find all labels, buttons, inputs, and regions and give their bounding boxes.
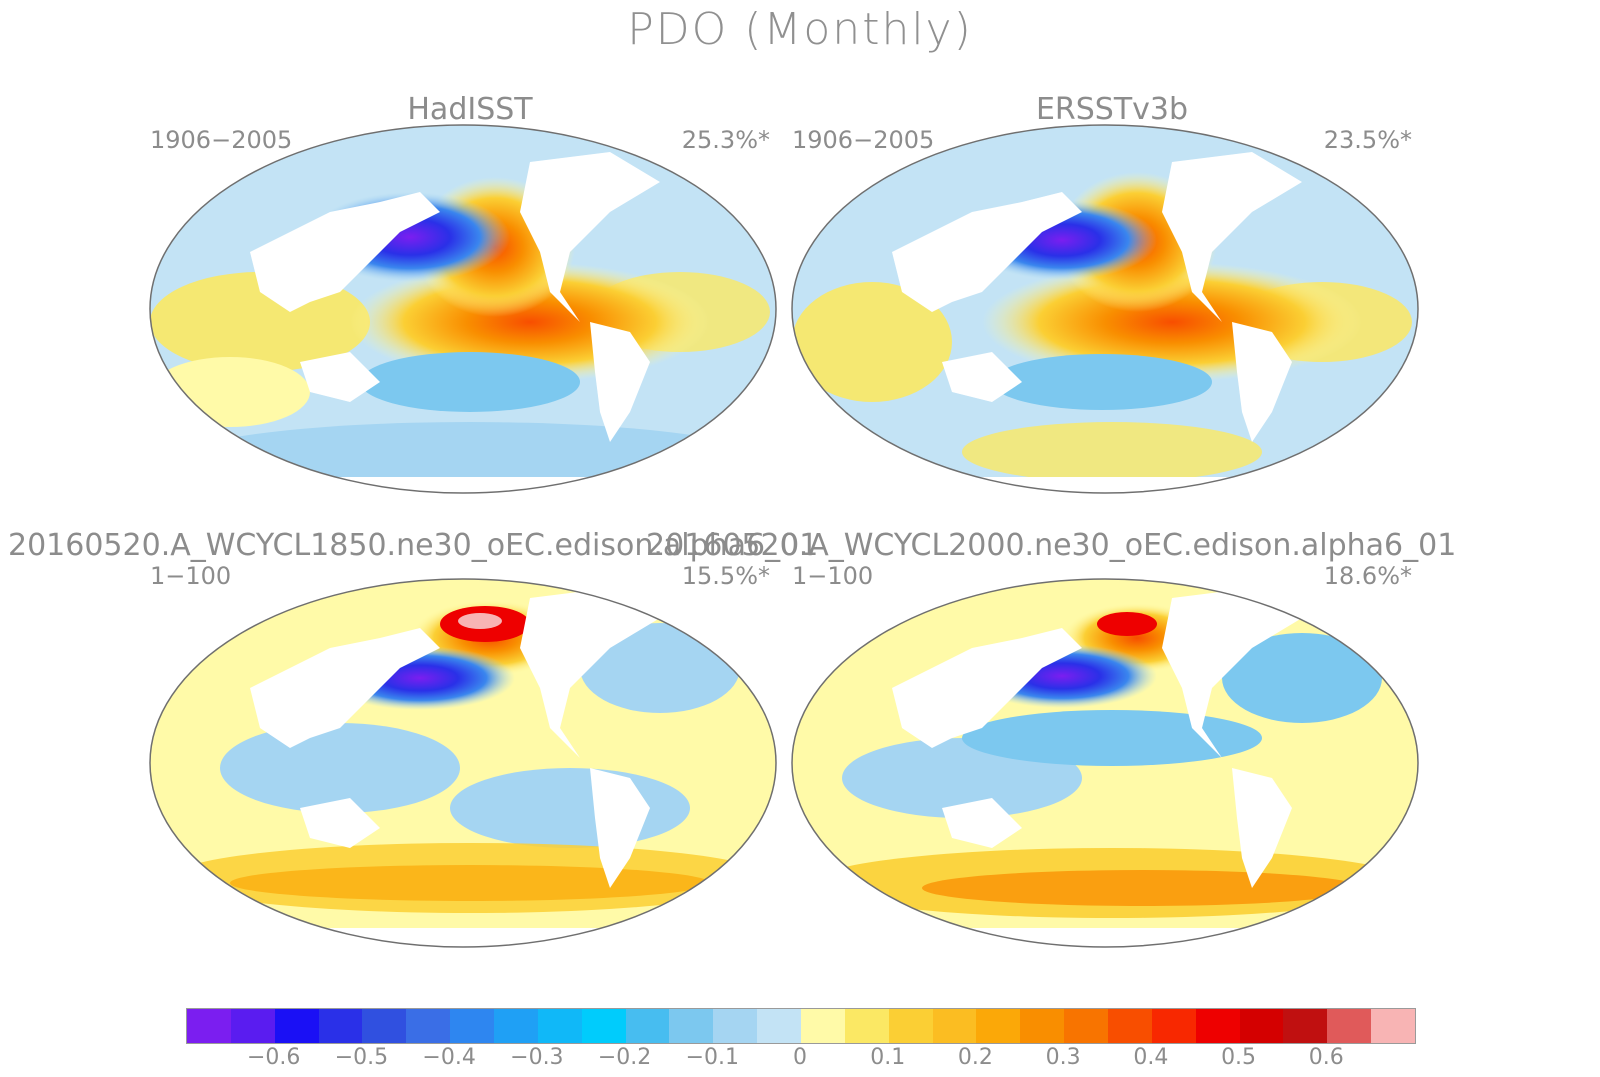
colorbar-tick-label: −0.5	[334, 1045, 389, 1070]
colorbar-swatch	[1020, 1009, 1065, 1043]
colorbar-swatch	[844, 1009, 889, 1043]
figure-title: PDO (Monthly)	[627, 4, 973, 55]
panel-period: 1906−2005	[150, 126, 293, 154]
panel-title: 20160520.A_WCYCL2000.ne30_oEC.edison.alp…	[646, 528, 1457, 563]
colorbar-tick-label: −0.3	[510, 1045, 564, 1070]
map-wcycl1850	[149, 578, 777, 948]
colorbar-swatch	[274, 1009, 319, 1043]
colorbar	[186, 1008, 1416, 1044]
colorbar-swatch	[318, 1009, 363, 1043]
colorbar-tick-label: 0.2	[957, 1045, 993, 1070]
colorbar-swatch	[1283, 1009, 1328, 1043]
colorbar-swatch	[1371, 1009, 1416, 1043]
colorbar-swatch	[1195, 1009, 1240, 1043]
colorbar-swatch	[976, 1009, 1021, 1043]
colorbar-tick-label: 0	[793, 1045, 807, 1070]
panel-wcycl2000: 20160520.A_WCYCL2000.ne30_oEC.edison.alp…	[646, 528, 1456, 948]
colorbar-swatch	[450, 1009, 495, 1043]
colorbar-swatch	[406, 1009, 451, 1043]
panel-title: HadISST	[407, 92, 533, 127]
colorbar-swatch	[1239, 1009, 1284, 1043]
colorbar-swatch	[230, 1009, 275, 1043]
colorbar-tick-label: −0.2	[597, 1045, 652, 1070]
colorbar-tick-label: −0.4	[422, 1045, 476, 1070]
colorbar-swatch	[713, 1009, 758, 1043]
panel-period: 1906−2005	[792, 126, 935, 154]
colorbar-swatch	[581, 1009, 626, 1043]
panel-variance: 15.5%*	[681, 562, 770, 590]
colorbar-tick-label: 0.1	[870, 1045, 906, 1070]
colorbar-tick-label: 0.6	[1308, 1045, 1344, 1070]
panel-title: 20160520.A_WCYCL1850.ne30_oEC.edison.alp…	[8, 528, 819, 563]
colorbar-tick-label: −0.6	[246, 1045, 301, 1070]
panel-period: 1−100	[792, 562, 874, 590]
panel-variance: 23.5%*	[1323, 126, 1412, 154]
colorbar-swatch	[1327, 1009, 1372, 1043]
colorbar-swatch	[537, 1009, 582, 1043]
panel-variance: 18.6%*	[1323, 562, 1412, 590]
colorbar-swatch	[187, 1009, 231, 1043]
colorbar-swatch	[932, 1009, 977, 1043]
map-ersstv3b	[791, 124, 1419, 494]
panel-title: ERSSTv3b	[1035, 92, 1189, 127]
colorbar-tick-label: 0.3	[1045, 1045, 1081, 1070]
colorbar-swatch	[625, 1009, 670, 1043]
colorbar-swatch	[757, 1009, 802, 1043]
map-hadisst	[149, 124, 777, 494]
panel-wcycl1850: 20160520.A_WCYCL1850.ne30_oEC.edison.alp…	[8, 528, 818, 948]
colorbar-swatch	[1151, 1009, 1196, 1043]
colorbar-ticks: −0.6 −0.5 −0.4 −0.3 −0.2 −0.1 0 0.1 0.2 0.3 0.4 0.5…	[0, 1045, 1600, 1075]
colorbar-tick-label: 0.5	[1221, 1045, 1257, 1070]
colorbar-tick-label: 0.4	[1133, 1045, 1169, 1070]
colorbar-swatch	[1108, 1009, 1152, 1043]
map-wcycl2000	[791, 578, 1419, 948]
colorbar-swatch	[1064, 1009, 1109, 1043]
colorbar-swatch	[888, 1009, 933, 1043]
panel-ersstv3b: ERSSTv3b 1906−2005 23.5%*	[782, 92, 1442, 512]
panel-hadisst: HadISST 1906−2005 25.3%*	[140, 92, 800, 512]
colorbar-swatch	[362, 1009, 407, 1043]
colorbar-tick-label: −0.1	[685, 1045, 739, 1070]
panel-period: 1−100	[150, 562, 232, 590]
colorbar-swatch	[801, 1009, 845, 1043]
colorbar-swatch	[669, 1009, 714, 1043]
panel-variance: 25.3%*	[681, 126, 770, 154]
colorbar-swatch	[494, 1009, 538, 1043]
